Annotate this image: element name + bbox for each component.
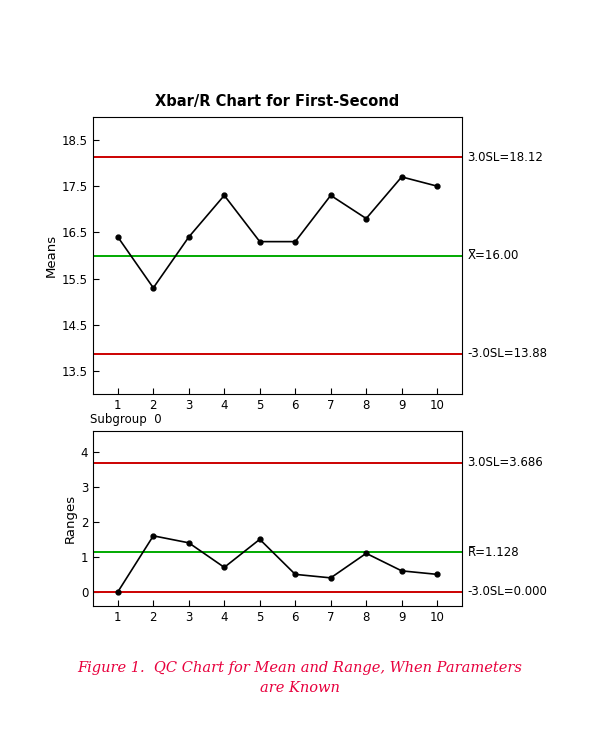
Text: 3.0SL=3.686: 3.0SL=3.686 [467, 456, 544, 469]
Text: -3.0SL=13.88: -3.0SL=13.88 [467, 347, 548, 360]
Text: are Known: are Known [260, 680, 340, 695]
Text: -3.0SL=0.000: -3.0SL=0.000 [467, 585, 547, 599]
Text: X̅=16.00: X̅=16.00 [467, 249, 519, 262]
Text: Subgroup  0: Subgroup 0 [90, 413, 161, 426]
Text: 3.0SL=18.12: 3.0SL=18.12 [467, 151, 544, 164]
Y-axis label: Means: Means [45, 234, 58, 277]
Text: Figure 1.  QC Chart for Mean and Range, When Parameters: Figure 1. QC Chart for Mean and Range, W… [77, 661, 523, 675]
Title: Xbar/R Chart for First-Second: Xbar/R Chart for First-Second [155, 93, 400, 109]
Y-axis label: Ranges: Ranges [64, 493, 76, 543]
Text: R̅=1.128: R̅=1.128 [467, 546, 519, 559]
